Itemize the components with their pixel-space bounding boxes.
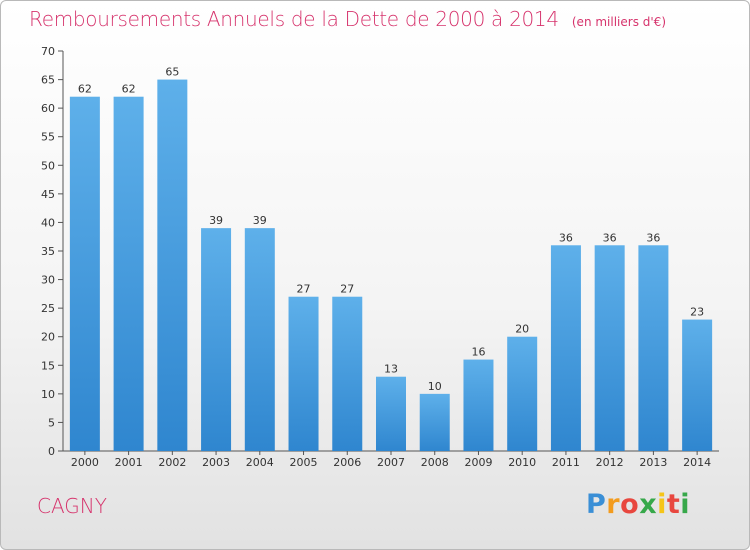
value-label-2003: 39 [209, 214, 223, 227]
bar-2005 [288, 296, 319, 451]
x-tick-label-2008: 2008 [421, 456, 449, 469]
bar-2001 [113, 96, 144, 451]
value-label-2004: 39 [253, 214, 267, 227]
value-label-2014: 23 [690, 306, 704, 319]
value-label-2011: 36 [559, 231, 573, 244]
logo-letter: o [620, 489, 640, 520]
x-tick-label-2011: 2011 [552, 456, 580, 469]
x-tick-label-2007: 2007 [377, 456, 405, 469]
y-tick-label: 60 [41, 102, 55, 115]
value-label-2005: 27 [297, 283, 311, 296]
bar-2014 [682, 319, 713, 451]
value-label-2006: 27 [340, 283, 354, 296]
bar-2007 [376, 376, 406, 451]
logo-letter: r [606, 489, 621, 520]
title-unit: (en milliers d'€) [571, 15, 666, 29]
proxiti-logo: Proxiti [586, 489, 690, 520]
value-label-2012: 36 [603, 231, 617, 244]
y-tick-label: 25 [41, 302, 55, 315]
y-tick-label: 30 [41, 274, 55, 287]
logo-letter: x [639, 489, 658, 520]
y-tick-label: 45 [41, 188, 55, 201]
y-tick-label: 0 [48, 445, 55, 458]
x-tick-label-2002: 2002 [158, 456, 186, 469]
value-labels: 62 62 65 39 39 27 27 13 10 16 20 36 36 36 23 [78, 66, 704, 393]
logo-letter: i [657, 489, 667, 520]
y-tick-label: 55 [41, 131, 55, 144]
title-text: Remboursements Annuels de la Dette de 20… [29, 7, 559, 31]
bar-2010 [507, 336, 538, 451]
y-tick-label: 65 [41, 74, 55, 87]
bar-2011 [550, 245, 581, 451]
value-label-2001: 62 [122, 83, 136, 96]
chart-title: Remboursements Annuels de la Dette de 20… [29, 7, 666, 31]
y-tick-label: 20 [41, 331, 55, 344]
y-tick-label: 35 [41, 245, 55, 258]
value-label-2002: 65 [165, 66, 179, 79]
bar-2009 [463, 359, 494, 451]
x-tick-label-2014: 2014 [683, 456, 711, 469]
x-tick-label-2010: 2010 [508, 456, 536, 469]
y-tick-label: 70 [41, 45, 55, 58]
value-label-2009: 16 [471, 346, 485, 359]
bar-2008 [419, 393, 450, 451]
y-tick-label: 5 [48, 416, 55, 429]
value-label-2013: 36 [646, 231, 660, 244]
y-tick-label: 15 [41, 359, 55, 372]
x-tick-label-2005: 2005 [290, 456, 318, 469]
value-label-2000: 62 [78, 83, 92, 96]
value-label-2010: 20 [515, 323, 529, 336]
y-tick-label: 50 [41, 159, 55, 172]
axes: 0 5 10 15 20 25 30 35 40 45 50 55 60 65 70 2000 2001 2002… [41, 45, 719, 469]
value-label-2008: 10 [428, 380, 442, 393]
value-label-2007: 13 [384, 363, 398, 376]
bar-2002 [157, 79, 188, 452]
y-tick-label: 40 [41, 216, 55, 229]
x-tick-label-2012: 2012 [596, 456, 624, 469]
x-tick-label-2001: 2001 [115, 456, 143, 469]
y-tick-label: 10 [41, 388, 55, 401]
bar-2000 [69, 96, 100, 451]
x-tick-label-2009: 2009 [464, 456, 492, 469]
x-tick-label-2013: 2013 [639, 456, 667, 469]
x-tick-label-2003: 2003 [202, 456, 230, 469]
bar-2012 [594, 245, 625, 451]
bars [69, 79, 713, 452]
bar-2013 [638, 245, 669, 451]
bar-2004 [244, 228, 275, 451]
bar-2003 [201, 228, 232, 451]
logo-letter: i [680, 489, 691, 520]
x-tick-label-2000: 2000 [71, 456, 99, 469]
city-name: CAGNY [37, 494, 107, 518]
x-tick-label-2006: 2006 [333, 456, 361, 469]
x-tick-label-2004: 2004 [246, 456, 274, 469]
logo-letter: P [586, 489, 607, 520]
logo-letter: t [666, 489, 681, 520]
bar-2006 [332, 296, 363, 451]
